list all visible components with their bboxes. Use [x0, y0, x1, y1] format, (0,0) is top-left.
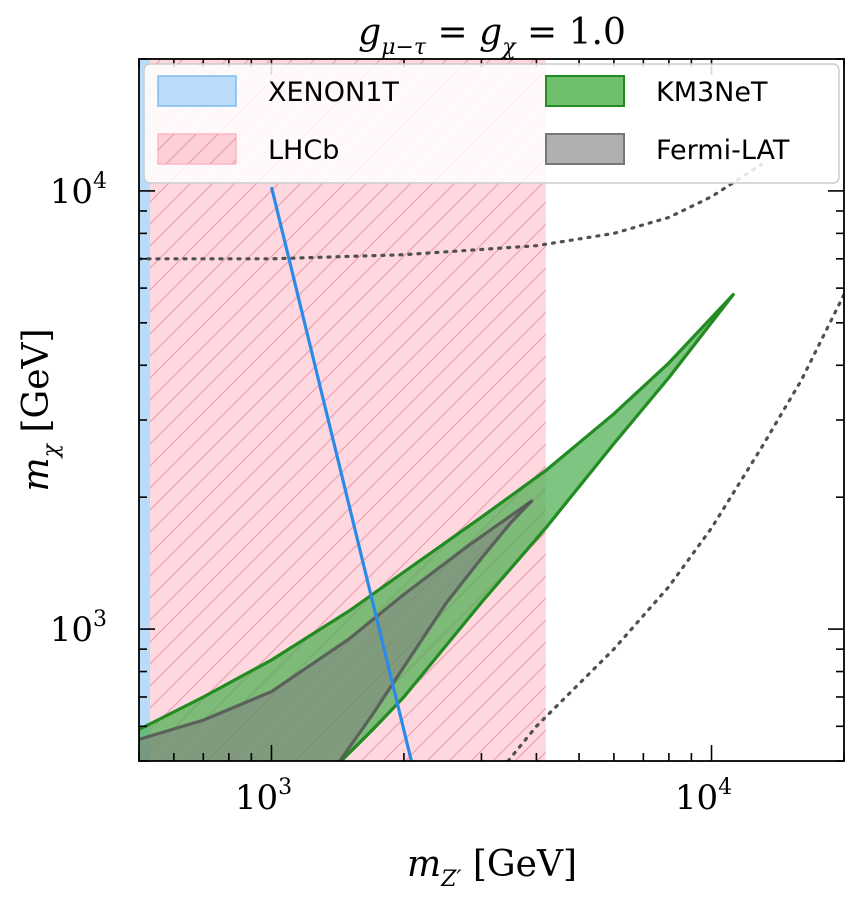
legend-entry-fermi-lat: Fermi-LAT: [545, 133, 790, 166]
x-tick-label: 103: [235, 775, 292, 818]
fermi-lat-lower-boundary: [338, 499, 533, 761]
km3net-lower-boundary: [340, 293, 735, 761]
chart-title: gμ−τ = gχ = 1.0: [358, 12, 626, 60]
legend-label: Fermi-LAT: [656, 135, 790, 166]
legend-swatch-hatch: [158, 134, 236, 164]
xenon1t-band: [139, 59, 151, 761]
legend-entry-lhcb: LHCb: [157, 133, 339, 166]
line-layer: [139, 162, 844, 761]
km3net-upper-boundary: [139, 293, 735, 732]
region-layer: [139, 293, 735, 761]
legend-entry-km3net: KM3NeT: [545, 75, 768, 108]
x-tick-label: 104: [675, 775, 732, 818]
legend-label: LHCb: [268, 135, 339, 166]
dotted-curve-6: [506, 293, 844, 761]
tick-label-layer: 103 104 103 104: [50, 169, 732, 818]
legend-label: XENON1T: [268, 77, 399, 108]
fermi-lat-region: [139, 501, 532, 761]
x-axis-label: mZ′ [GeV]: [407, 844, 577, 892]
fermi-lat-upper-boundary: [139, 499, 534, 741]
legend-entry-xenon1t: XENON1T: [157, 75, 399, 108]
dotted-curve-5: [139, 162, 764, 261]
legend-swatch: [545, 133, 625, 165]
km3net-region: [139, 294, 734, 761]
y-tick-label: 103: [50, 607, 107, 650]
xenon1t-line: [269, 186, 413, 761]
legend-frame: [143, 63, 840, 184]
plot-frame: [138, 58, 845, 762]
legend: XENON1T KM3NeT LHCb Fermi-LAT: [143, 63, 840, 184]
legend-label: KM3NeT: [656, 77, 768, 108]
y-tick-label: 104: [50, 169, 107, 212]
legend-swatch: [157, 75, 237, 107]
y-axis-label: mχ [GeV]: [16, 328, 64, 491]
legend-swatch: [545, 75, 625, 107]
